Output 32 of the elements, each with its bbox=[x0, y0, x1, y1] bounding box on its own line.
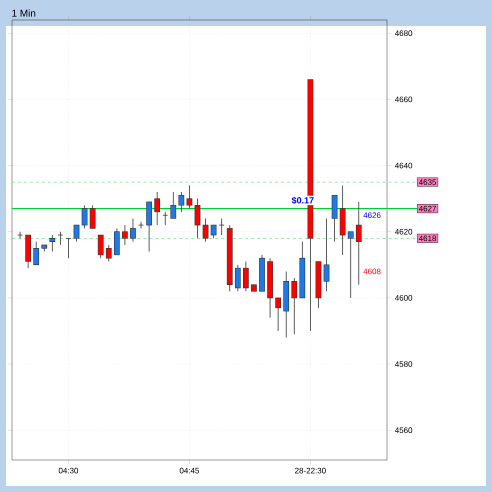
candlestick bbox=[324, 218, 330, 292]
chart-title: 1 Min bbox=[12, 9, 36, 17]
candlestick bbox=[122, 224, 128, 246]
candlestick bbox=[170, 192, 176, 219]
candlestick bbox=[332, 194, 338, 242]
candlestick bbox=[58, 231, 64, 246]
candlestick bbox=[74, 224, 80, 242]
candlestick bbox=[17, 231, 23, 239]
candlestick bbox=[114, 228, 120, 256]
candlestick bbox=[178, 192, 184, 212]
candlestick bbox=[146, 202, 152, 252]
candlestick bbox=[202, 218, 208, 242]
candlestick bbox=[90, 204, 96, 229]
candlestick bbox=[49, 234, 56, 252]
candlestick bbox=[154, 192, 160, 226]
candlestick bbox=[106, 244, 112, 262]
candlestick bbox=[210, 224, 216, 239]
candlestick bbox=[98, 234, 104, 259]
candlestick bbox=[356, 202, 362, 286]
candlestick bbox=[194, 198, 200, 239]
candlestick bbox=[291, 278, 298, 335]
candlestick bbox=[242, 261, 249, 292]
candlestick bbox=[82, 204, 88, 229]
candlestick bbox=[275, 297, 282, 332]
candlestick bbox=[33, 241, 40, 266]
candlestick bbox=[138, 221, 144, 229]
candlestick bbox=[218, 218, 224, 236]
candlestick bbox=[348, 231, 354, 298]
annotation: $0.17 bbox=[292, 196, 314, 204]
candlestick bbox=[234, 264, 241, 292]
candlestick bbox=[130, 218, 136, 242]
candlestick bbox=[186, 185, 192, 209]
